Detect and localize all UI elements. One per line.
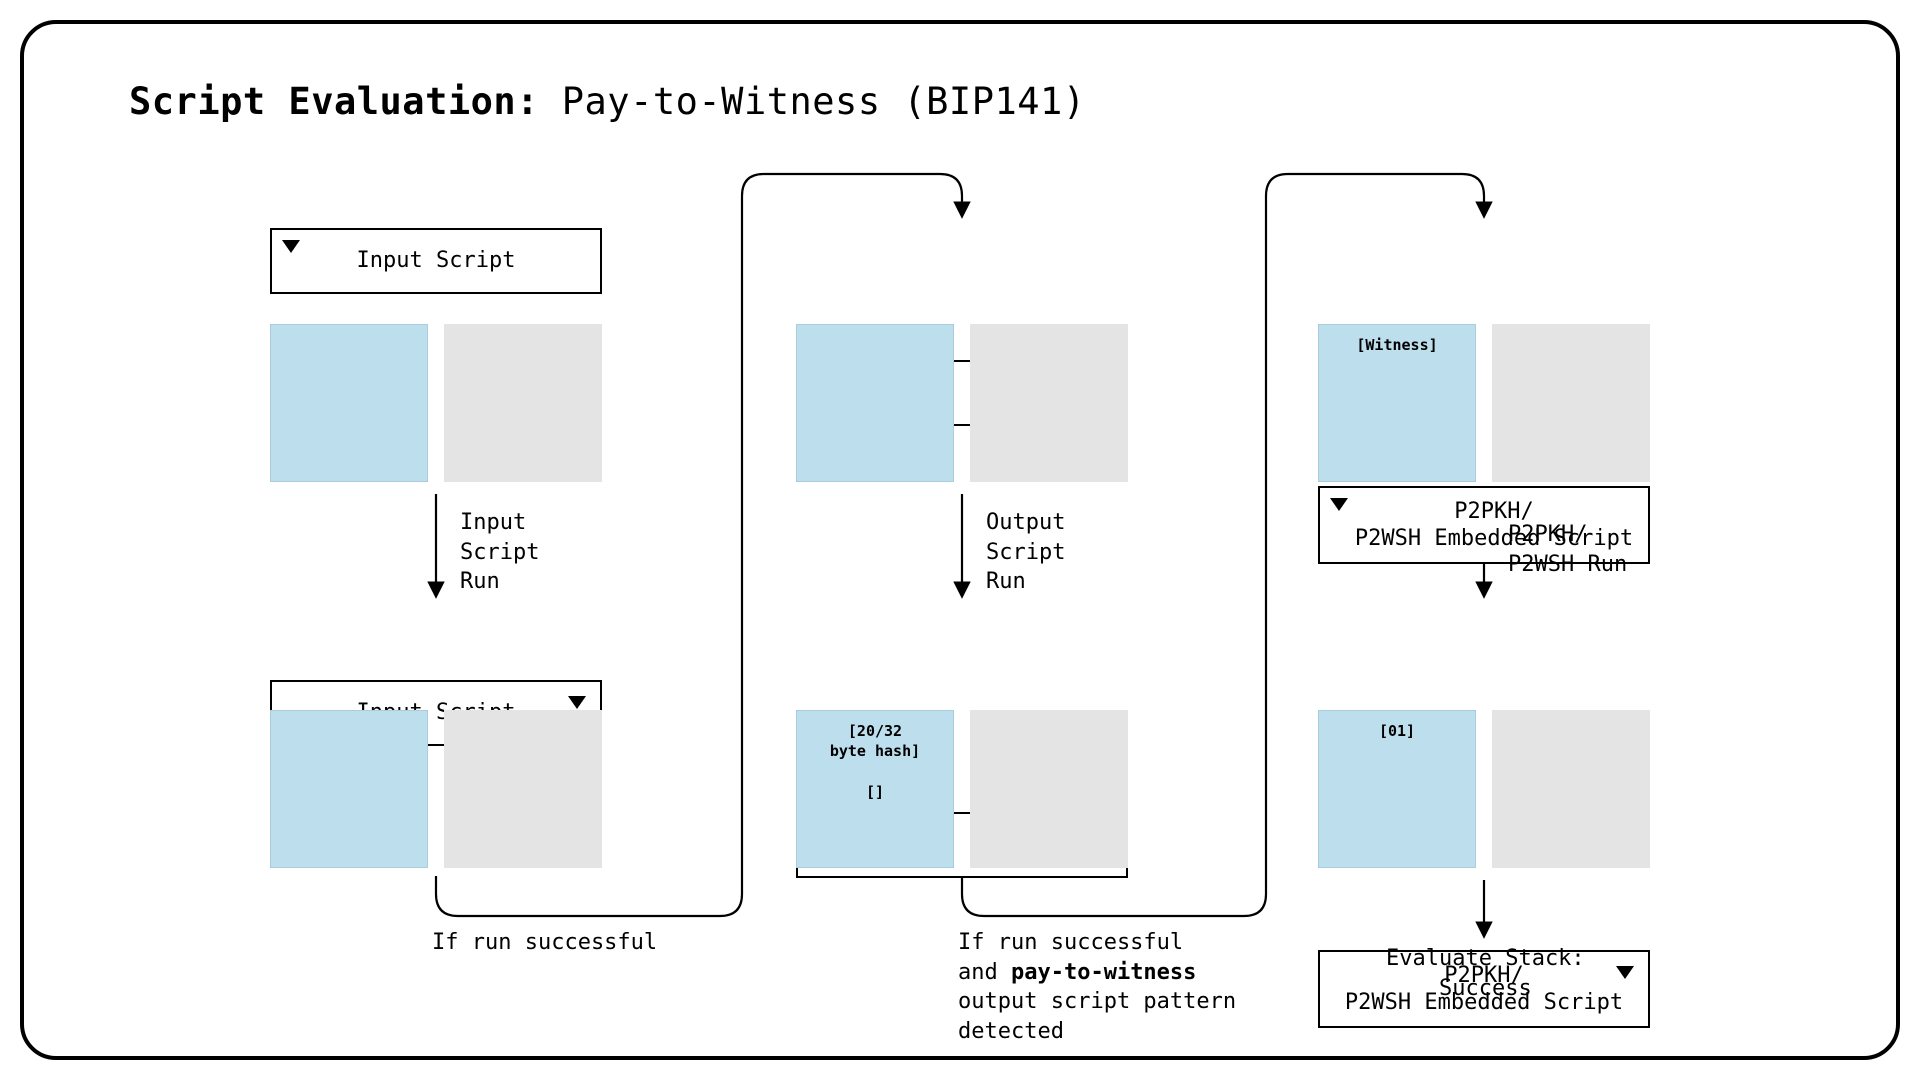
col2-top-stack-main [796,324,954,482]
col2-run-label: Output Script Run [986,508,1065,597]
col2-caption: If run successful and pay-to-witness out… [958,928,1258,1047]
triangle-down-icon [1616,966,1634,979]
title-rest: Pay-to-Witness (BIP141) [539,80,1086,123]
col3-run-label: P2PKH/ P2WSH Run [1508,520,1627,579]
page-title: Script Evaluation: Pay-to-Witness (BIP14… [129,80,1086,123]
col1-top-script-label: Input Script [272,247,600,275]
triangle-down-icon [568,696,586,709]
col2-caption-bold: pay-to-witness [1011,960,1196,985]
col3-bot-stack-alt [1492,710,1650,868]
triangle-down-icon [282,240,300,253]
col1-top-stack-main [270,324,428,482]
col2-bot-stack-main: [20/32 byte hash] [] [796,710,954,868]
triangle-down-icon [1330,498,1348,511]
col3-bot-stack-main: [01] [1318,710,1476,868]
diagram-frame: Script Evaluation: Pay-to-Witness (BIP14… [20,20,1900,1060]
col2-top-stack-alt [970,324,1128,482]
col2-caption-post: output script pattern detected [958,989,1236,1044]
col3-top-stack-alt [1492,324,1650,482]
col3-caption: Evaluate Stack: Success [1386,944,1585,1003]
col3-top-stack-main: [Witness] [1318,324,1476,482]
col1-bot-stack-alt [444,710,602,868]
col1-bot-stack-main [270,710,428,868]
col1-top-stack-alt [444,324,602,482]
col1-caption: If run successful [432,928,657,958]
col2-bot-stack-alt [970,710,1128,868]
col1-run-label: Input Script Run [460,508,539,597]
col1-top-script-box: Input Script [270,228,602,294]
title-bold: Script Evaluation: [129,80,539,123]
